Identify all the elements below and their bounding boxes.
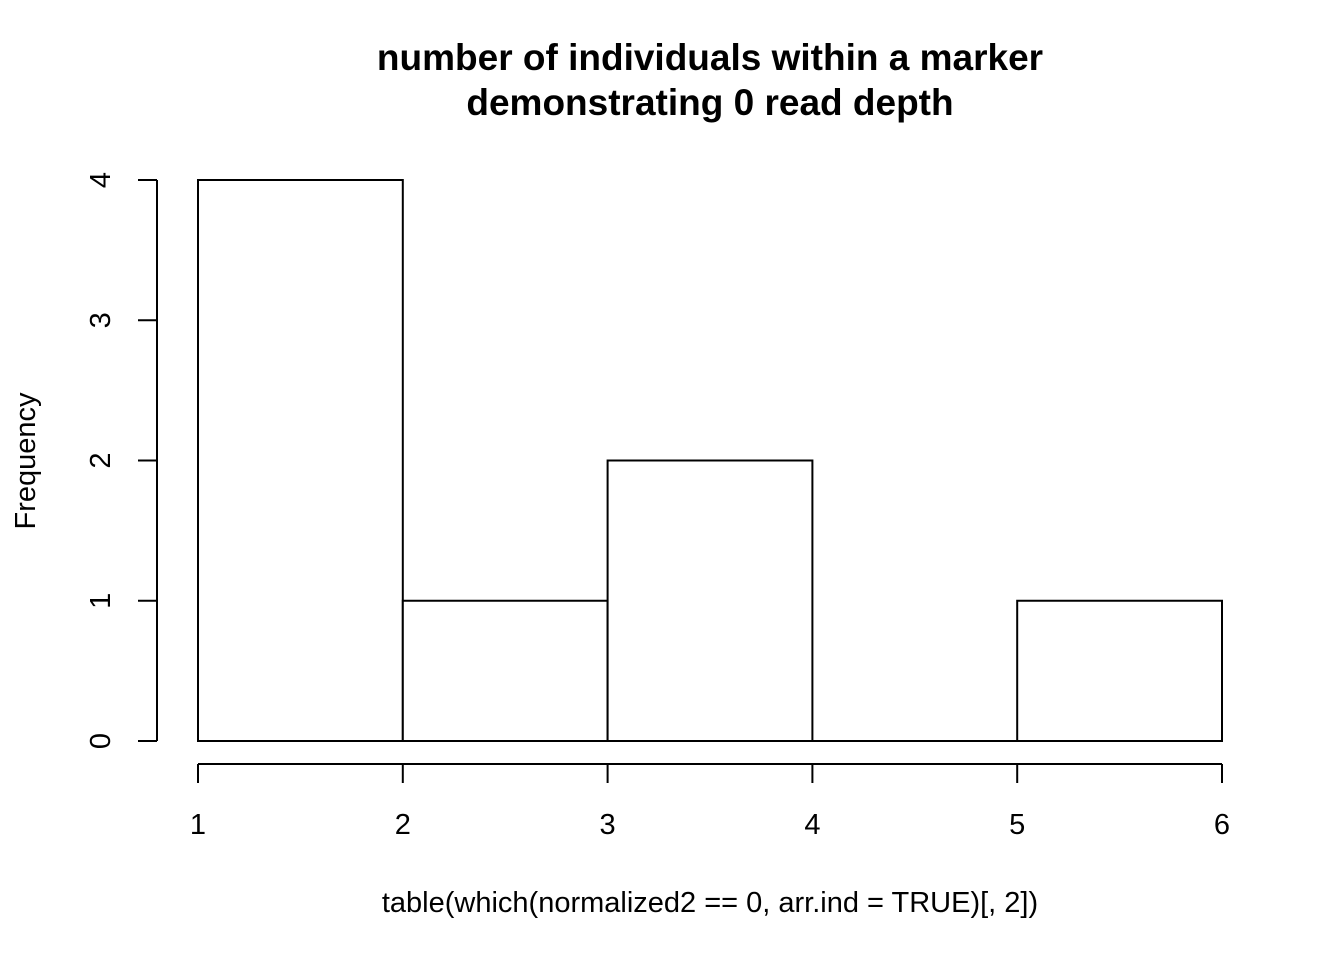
x-tick-label-2: 2 <box>395 809 411 841</box>
y-tick-label-2: 2 <box>85 452 117 468</box>
x-axis: 1 2 3 4 5 6 <box>190 763 1230 841</box>
chart-title-line-2: demonstrating 0 read depth <box>466 82 953 123</box>
histogram-bar-2 <box>401 599 609 742</box>
x-tick-label-1: 1 <box>190 809 206 841</box>
histogram-bars <box>197 179 1224 742</box>
y-axis-label: Frequency <box>10 392 42 530</box>
x-tick-label-6: 6 <box>1214 809 1230 841</box>
histogram-bar-1 <box>197 179 404 742</box>
histogram-bar-3 <box>606 459 814 742</box>
x-tick-label-5: 5 <box>1009 809 1025 841</box>
x-tick-label-4: 4 <box>804 809 820 841</box>
y-tick-label-0: 0 <box>85 733 117 749</box>
chart-title: number of individuals within a marker de… <box>377 37 1043 123</box>
x-tick-label-3: 3 <box>600 809 616 841</box>
y-tick-label-3: 3 <box>85 312 117 328</box>
y-tick-label-1: 1 <box>85 593 117 609</box>
histogram-bar-5 <box>1016 599 1224 742</box>
y-axis: 0 1 2 3 4 <box>85 172 158 749</box>
x-axis-label: table(which(normalized2 == 0, arr.ind = … <box>382 887 1038 919</box>
y-tick-label-4: 4 <box>85 172 117 188</box>
chart-title-line-1: number of individuals within a marker <box>377 37 1043 78</box>
